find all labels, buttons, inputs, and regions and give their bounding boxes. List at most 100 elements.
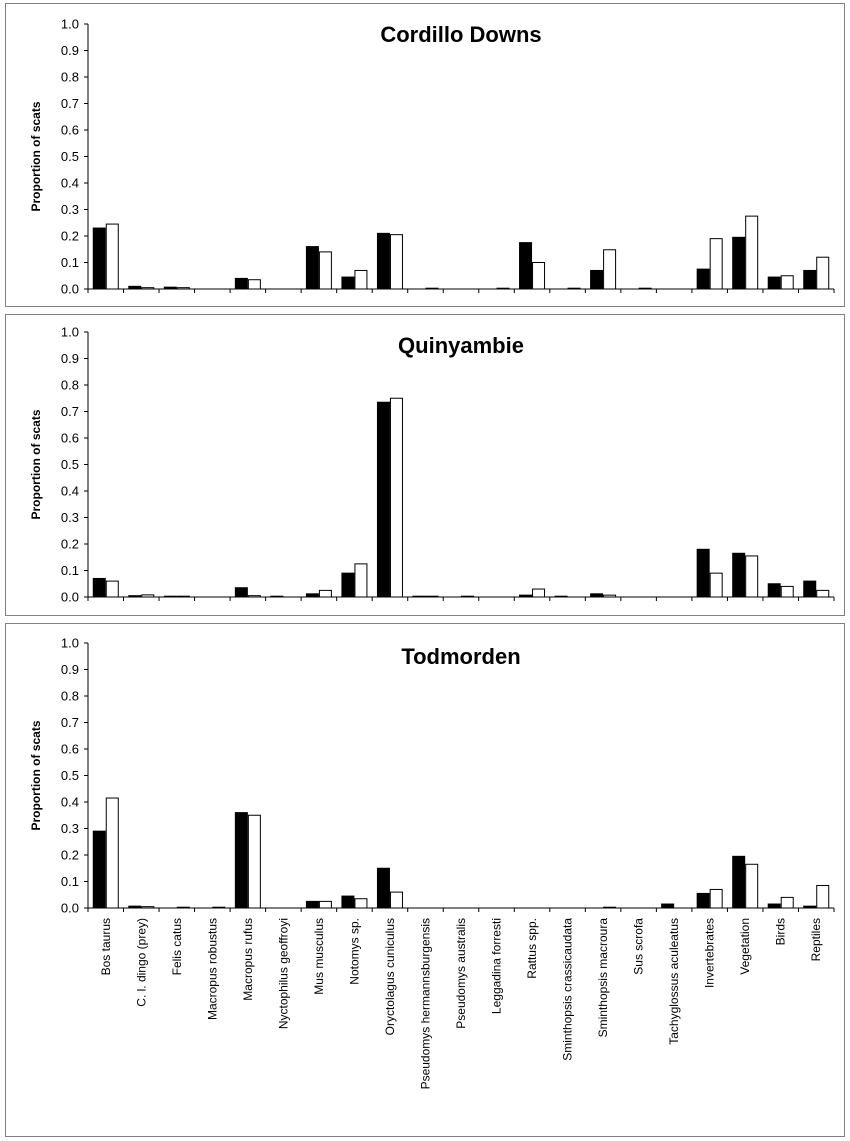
y-tick-label: 0.2 <box>61 537 79 552</box>
y-tick-label: 0.6 <box>61 431 79 446</box>
x-category-label: C. l. dingo (prey) <box>134 918 148 1007</box>
x-category-label: Macropus rufus <box>241 918 255 1001</box>
bar-black <box>696 268 710 290</box>
bar-black <box>376 401 390 598</box>
y-tick-label: 0.4 <box>61 484 79 499</box>
bar-white <box>141 594 155 598</box>
chart-title: Cordillo Downs <box>380 22 541 47</box>
bar-black <box>305 900 319 909</box>
y-tick-label: 0.8 <box>61 689 79 704</box>
bar-white <box>709 572 723 598</box>
y-tick-label: 0.4 <box>61 176 79 191</box>
bar-black <box>128 285 142 290</box>
x-category-label: Sminthopsis macroura <box>596 918 610 1038</box>
bar-white <box>176 906 190 909</box>
bar-black <box>696 892 710 909</box>
bar-white <box>532 262 546 290</box>
bar-black <box>732 236 746 290</box>
bar-white <box>105 797 119 909</box>
y-axis-label: Proportion of scats <box>29 409 43 519</box>
bar-white <box>745 215 759 290</box>
bar-white <box>247 814 261 909</box>
chart-title: Quinyambie <box>398 333 524 358</box>
bar-black <box>341 572 355 598</box>
bar-white <box>389 397 403 598</box>
x-category-label: Macropus robustus <box>205 918 219 1020</box>
bar-white <box>105 580 119 598</box>
bar-black <box>803 580 817 598</box>
x-category-label: Reptiles <box>809 918 823 961</box>
bar-black <box>412 595 426 598</box>
chart-todmorden: Todmorden Proportion of scats 0.0 0.1 0.2 0.3… <box>29 636 835 1089</box>
bar-white <box>603 906 617 909</box>
bar-white <box>318 900 332 909</box>
bar-white <box>247 279 261 290</box>
x-category-label: Sus scrofa <box>632 918 646 975</box>
y-tick-label: 1.0 <box>61 17 79 32</box>
bar-black <box>234 812 248 909</box>
y-axis-label: Proportion of scats <box>29 720 43 830</box>
bar-white <box>745 555 759 598</box>
bar-black <box>803 269 817 290</box>
bar-white <box>745 863 759 909</box>
bar-black <box>732 552 746 598</box>
x-category-label: Leggadina forresti <box>490 918 504 1014</box>
y-tick-label: 0.0 <box>61 282 79 297</box>
bar-white <box>141 906 155 909</box>
y-tick-label: 0.2 <box>61 229 79 244</box>
bar-white <box>780 585 794 598</box>
bar-black <box>696 548 710 598</box>
bar-white <box>496 287 510 290</box>
bar-white <box>354 269 368 290</box>
bar-black <box>270 595 284 598</box>
y-tick-label: 0.7 <box>61 404 79 419</box>
chart-quinyambie: Quinyambie Proportion of scats 0.0 0.1 0.2 0.… <box>29 325 835 605</box>
y-tick-label: 0.8 <box>61 378 79 393</box>
y-tick-label: 0.8 <box>61 70 79 85</box>
bar-black <box>803 905 817 909</box>
x-category-label: Birds <box>774 918 788 945</box>
bar-white <box>780 275 794 290</box>
bar-white <box>603 249 617 290</box>
bar-black <box>92 227 106 290</box>
y-tick-label: 0.7 <box>61 96 79 111</box>
y-axis-label: Proportion of scats <box>29 101 43 211</box>
bar-white <box>816 256 830 290</box>
y-tick-label: 0.3 <box>61 510 79 525</box>
bar-white <box>105 223 119 290</box>
bar-white <box>212 906 226 909</box>
x-category-label: Pseudomys australis <box>454 918 468 1029</box>
y-tick-label: 0.1 <box>61 563 79 578</box>
x-category-label: Mus musculus <box>312 918 326 995</box>
y-tick-label: 0.9 <box>61 43 79 58</box>
bar-black <box>519 242 533 290</box>
bar-black <box>376 867 390 909</box>
bar-white <box>532 588 546 598</box>
y-tick-label: 0.3 <box>61 821 79 836</box>
bar-white <box>603 594 617 598</box>
bar-black <box>767 903 781 909</box>
bar-white <box>318 589 332 598</box>
y-tick-label: 0.0 <box>61 901 79 916</box>
bar-white <box>389 891 403 909</box>
bar-black <box>767 276 781 290</box>
bar-black <box>376 232 390 290</box>
bar-white <box>780 896 794 909</box>
bar-black <box>732 855 746 909</box>
y-tick-label: 0.6 <box>61 123 79 138</box>
bar-black <box>661 903 675 909</box>
x-category-label: Invertebrates <box>703 918 717 988</box>
bar-black <box>590 593 604 598</box>
bar-white <box>354 563 368 598</box>
x-category-label: Pseudomys hermannsburgensis <box>418 918 432 1089</box>
chart-cordillo-downs: Cordillo Downs Proportion of scats 0.0 0.1 0… <box>29 17 835 297</box>
bar-black <box>128 905 142 909</box>
bar-white <box>638 287 652 290</box>
bar-white <box>389 234 403 290</box>
bar-white <box>354 898 368 909</box>
bar-black <box>554 595 568 598</box>
bar-white <box>709 238 723 290</box>
x-category-label: Bos taurus <box>99 918 113 975</box>
bar-black <box>163 595 177 598</box>
bar-black <box>234 277 248 290</box>
